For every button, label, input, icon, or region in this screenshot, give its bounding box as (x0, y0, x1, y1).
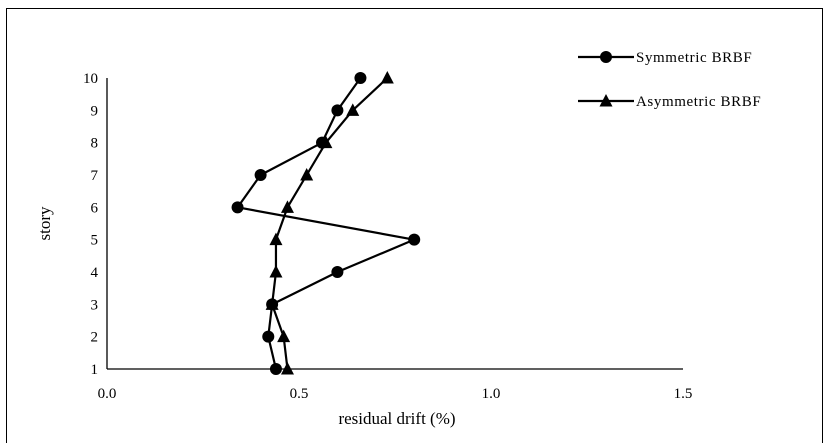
triangle-marker (319, 135, 333, 149)
y-tick-label: 8 (91, 136, 99, 152)
triangle-marker (300, 168, 314, 181)
y-tick-label: 1 (91, 362, 99, 378)
triangle-marker (269, 265, 283, 278)
series-asymmetric-brbf (265, 71, 394, 375)
x-axis-title: residual drift (%) (338, 409, 455, 428)
series-symmetric-brbf (231, 72, 421, 375)
legend-item-asymmetric-brbf: Asymmetric BRBF (578, 94, 761, 110)
axes (106, 78, 683, 370)
legend: Symmetric BRBF Asymmetric BRBF (578, 50, 761, 110)
circle-marker (331, 266, 344, 278)
triangle-marker (280, 362, 294, 375)
circle-marker (408, 233, 421, 246)
ticks: 0.0 0.5 1.0 1.5 1 2 3 4 5 6 7 8 9 10 (83, 71, 692, 402)
x-tick-label: 0.0 (98, 386, 117, 402)
legend-label: Symmetric BRBF (636, 50, 752, 66)
circle-marker (262, 330, 275, 343)
y-tick-label: 6 (91, 200, 99, 216)
y-tick-label: 10 (83, 71, 98, 87)
x-tick-label: 1.5 (674, 386, 693, 402)
triangle-marker (346, 103, 360, 116)
triangle-marker (265, 297, 279, 310)
x-tick-label: 0.5 (290, 386, 309, 402)
circle-marker (354, 72, 367, 84)
y-tick-label: 3 (91, 297, 99, 313)
legend-triangle-marker (599, 94, 613, 107)
legend-circle-marker (600, 51, 612, 63)
legend-label: Asymmetric BRBF (636, 94, 761, 110)
chart-frame (6, 8, 823, 443)
x-tick-label: 1.0 (482, 386, 501, 402)
y-tick-label: 7 (91, 168, 99, 184)
y-tick-label: 9 (91, 103, 99, 119)
series-line-asymmetric-brbf (271, 77, 389, 370)
triangle-marker (280, 200, 294, 213)
y-axis-title: story (35, 206, 54, 241)
legend-item-symmetric-brbf: Symmetric BRBF (578, 50, 752, 66)
triangle-marker (277, 329, 291, 343)
circle-marker (269, 363, 282, 375)
y-tick-label: 2 (91, 330, 99, 346)
circle-marker (331, 104, 344, 117)
circle-marker (254, 169, 267, 181)
y-tick-label: 5 (91, 233, 99, 249)
circle-marker (231, 201, 244, 214)
triangle-marker (380, 71, 394, 84)
series-layer (231, 71, 421, 375)
triangle-marker (269, 232, 283, 246)
series-line-symmetric-brbf (236, 77, 416, 370)
y-tick-label: 4 (91, 265, 99, 281)
